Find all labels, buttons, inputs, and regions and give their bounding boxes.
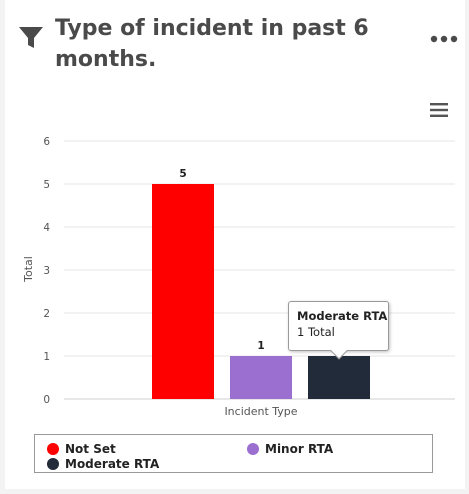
tooltip-value: 1 Total — [297, 325, 335, 339]
hamburger-menu-icon[interactable] — [430, 102, 448, 118]
legend-label: Moderate RTA — [65, 456, 160, 471]
y-tick-label: 2 — [43, 308, 50, 320]
bar-moderate-rta[interactable] — [308, 356, 370, 399]
bars — [152, 184, 370, 399]
chart-legend: Not Set Minor RTA Moderate RTA — [34, 434, 433, 473]
more-horizontal-icon[interactable] — [430, 34, 458, 44]
legend-dot-icon — [247, 442, 259, 455]
x-axis-label: Incident Type — [224, 405, 297, 418]
bar-minor-rta[interactable] — [230, 356, 292, 399]
filter-icon[interactable] — [18, 24, 44, 50]
y-axis-ticks: 0 1 2 3 4 5 6 — [43, 136, 50, 406]
legend-item-moderate-rta[interactable]: Moderate RTA — [47, 456, 159, 471]
legend-dot-icon — [47, 457, 59, 470]
y-axis-label: Total — [22, 256, 35, 283]
card-title: Type of incident in past 6 months. — [55, 16, 369, 72]
y-tick-label: 4 — [43, 222, 50, 234]
y-tick-label: 1 — [43, 351, 50, 363]
legend-label: Not Set — [65, 441, 116, 456]
tooltip-title: Moderate RTA — [297, 309, 388, 323]
bar-not-set[interactable] — [152, 184, 214, 399]
legend-item-not-set[interactable]: Not Set — [47, 441, 116, 456]
y-tick-label: 3 — [43, 265, 50, 277]
legend-item-minor-rta[interactable]: Minor RTA — [247, 441, 333, 456]
legend-dot-icon — [47, 442, 59, 455]
y-tick-label: 6 — [43, 136, 50, 148]
bar-tooltip: Moderate RTA 1 Total — [288, 301, 389, 360]
legend-label: Minor RTA — [265, 441, 334, 456]
y-tick-label: 0 — [43, 394, 50, 406]
data-label: 1 — [257, 340, 264, 352]
data-label: 5 — [179, 168, 186, 180]
y-tick-label: 5 — [43, 179, 50, 191]
chart-card: Type of incident in past 6 months. — [5, 0, 465, 489]
